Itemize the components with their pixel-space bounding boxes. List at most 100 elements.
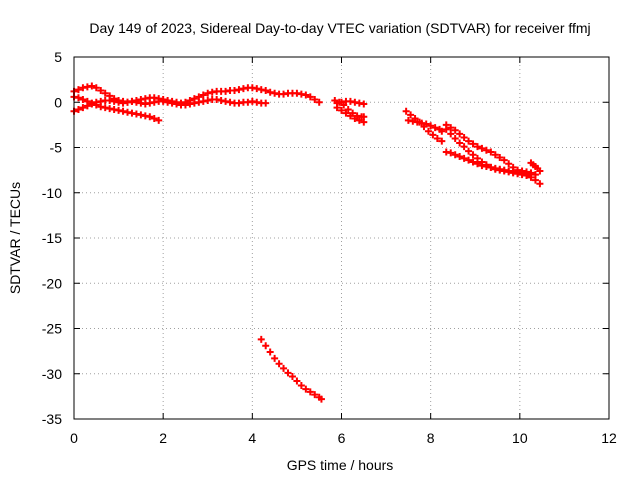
x-tick-label: 10: [512, 430, 528, 446]
x-tick-label: 6: [338, 430, 346, 446]
data-point: [442, 121, 450, 129]
data-point: [275, 360, 283, 368]
data-point: [460, 143, 468, 151]
y-tick-label: -10: [42, 185, 62, 201]
data-point: [465, 147, 473, 155]
data-point: [333, 104, 341, 112]
data-point: [422, 120, 430, 128]
data-point: [433, 134, 441, 142]
y-tick-label: 0: [54, 94, 62, 110]
data-point: [536, 167, 544, 175]
data-point: [344, 105, 352, 113]
x-tick-labels: 0 2 4 6 8 10 12: [70, 430, 617, 446]
x-tick-label: 12: [601, 430, 617, 446]
x-tick-label: 8: [427, 430, 435, 446]
data-point: [447, 149, 455, 157]
data-point: [469, 140, 477, 148]
y-tick-label: -5: [50, 140, 63, 156]
data-point: [447, 124, 455, 132]
data-point: [155, 116, 163, 124]
data-point: [487, 148, 495, 156]
data-point: [302, 385, 310, 393]
data-point: [505, 160, 513, 168]
x-tick-label: 2: [159, 430, 167, 446]
data-point: [280, 364, 288, 372]
data-point: [92, 84, 100, 92]
data-point: [271, 354, 279, 362]
data-point: [469, 158, 477, 166]
data-point: [311, 391, 319, 399]
data-point: [346, 112, 354, 120]
y-axis-label: SDTVAR / TECUs: [7, 182, 23, 294]
data-point: [438, 127, 446, 135]
data-point: [338, 106, 345, 114]
data-point: [146, 113, 154, 121]
data-point: [460, 134, 468, 142]
data-point: [473, 143, 481, 151]
data-point: [88, 82, 96, 90]
data-point: [262, 342, 270, 350]
grid-lines: [74, 57, 609, 419]
y-tick-label: -30: [42, 366, 62, 382]
data-point: [451, 134, 459, 142]
data-point: [257, 335, 265, 343]
data-point: [315, 98, 323, 106]
data-point: [288, 372, 296, 380]
data-point: [302, 91, 310, 99]
data-point: [88, 100, 96, 108]
data-point: [360, 118, 368, 126]
data-point: [306, 388, 314, 396]
data-point: [402, 107, 410, 115]
data-point: [536, 180, 544, 188]
data-point: [74, 105, 82, 113]
data-point: [360, 100, 368, 108]
y-tick-label: -20: [42, 275, 62, 291]
data-point: [97, 86, 105, 94]
data-point: [478, 144, 486, 152]
data-point: [262, 86, 270, 94]
y-tick-label: -35: [42, 411, 62, 427]
data-point: [306, 93, 314, 101]
data-point: [456, 139, 464, 147]
data-point: [317, 395, 325, 403]
data-point: [460, 154, 468, 162]
data-point: [465, 156, 473, 164]
data-point: [451, 126, 459, 134]
data-point: [83, 102, 91, 110]
data-point: [465, 137, 473, 145]
data-point: [293, 377, 301, 385]
data-point: [150, 115, 158, 123]
data-point: [491, 151, 499, 159]
data-point: [355, 116, 363, 124]
y-tick-label: -15: [42, 230, 62, 246]
data-point: [74, 86, 82, 94]
plot-frame: [73, 56, 610, 420]
data-point: [424, 127, 432, 135]
data-point: [74, 94, 82, 102]
data-point: [531, 171, 539, 179]
data-point: [79, 104, 87, 112]
data-point: [284, 369, 292, 377]
x-axis-label: GPS time / hours: [287, 457, 394, 473]
y-tick-labels: 5 0 -5 -10 -15 -20 -25 -30 -35: [42, 49, 62, 427]
data-point: [427, 122, 435, 130]
data-markers: [70, 82, 544, 403]
data-point: [438, 137, 446, 145]
data-point: [79, 96, 87, 104]
data-point: [456, 130, 464, 138]
data-point: [351, 115, 359, 123]
data-point: [429, 131, 437, 139]
data-point: [297, 382, 305, 390]
x-tick-label: 4: [248, 430, 256, 446]
data-point: [456, 153, 464, 161]
data-point: [523, 170, 531, 178]
chart-title: Day 149 of 2023, Sidereal Day-to-day VTE…: [89, 20, 590, 36]
x-tick-label: 0: [70, 430, 78, 446]
data-point: [500, 156, 508, 164]
data-point: [473, 160, 481, 168]
data-point: [311, 96, 319, 104]
data-point: [447, 130, 455, 138]
data-point: [342, 109, 350, 117]
data-point: [496, 153, 504, 161]
